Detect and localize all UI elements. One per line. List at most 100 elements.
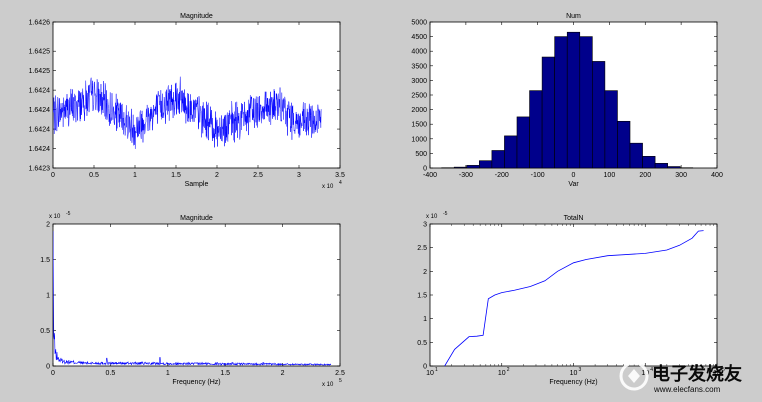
y-tick-label: 1.5: [40, 257, 50, 264]
x-tick-label: 100: [604, 172, 616, 179]
x-tick-label: 200: [639, 172, 651, 179]
y-tick-label: 5000: [411, 20, 427, 27]
x-tick-exponent: 1: [435, 367, 438, 373]
y-tick-label: 2000: [411, 107, 427, 114]
y-exponent-value: -5: [66, 211, 71, 217]
x-exponent-value: 4: [339, 180, 342, 186]
watermark: 电子发烧友 www.elecfans.com: [618, 356, 758, 396]
y-tick-label: 2500: [411, 93, 427, 100]
chart-title: Magnitude: [180, 13, 213, 20]
x-tick-label: 0: [51, 172, 55, 179]
histogram-bar: [516, 116, 530, 169]
y-tick-label: 1.6423: [29, 166, 51, 173]
watermark-text: 电子发烧友: [652, 363, 742, 384]
y-exponent-value: -5: [443, 211, 448, 217]
x-tick-label: 2.5: [253, 172, 263, 179]
x-tick-label: 1: [166, 370, 170, 377]
subplot-3: Magnitude Frequency (Hz) 0 0.5 1 1.5 2 2.5 0 0.5 1…: [40, 211, 345, 388]
y-tick-label: 1000: [411, 136, 427, 143]
x-tick-label: 1.5: [171, 172, 181, 179]
x-exponent-label: x 10: [322, 382, 334, 388]
histogram-bar: [504, 135, 518, 169]
x-tick-label: 400: [711, 172, 723, 179]
y-tick-label: 1.6426: [29, 20, 51, 27]
plot-area: [429, 223, 718, 367]
y-tick-label: 1500: [411, 122, 427, 129]
watermark-logo-icon: 电子发烧友 www.elecfans.com: [619, 361, 742, 394]
x-exponent-value: 5: [339, 378, 342, 384]
histogram-bar: [667, 166, 681, 169]
x-tick-label: 2: [215, 172, 219, 179]
x-tick-label: 0.5: [89, 172, 99, 179]
x-tick-label: -300: [459, 172, 473, 179]
histogram-bar: [479, 160, 493, 169]
chart-title: Num: [566, 13, 581, 20]
y-tick-label: 3000: [411, 78, 427, 85]
y-exponent-label: x 10: [426, 214, 438, 220]
x-axis-label: Frequency (Hz): [172, 379, 220, 386]
histogram-bar: [554, 36, 568, 169]
subplot-1: Magnitude Sample 0 0.5 1 1.5 2 2.5 3 3.5 1.6423 1.6…: [29, 13, 345, 190]
y-tick-label: 1.6424: [29, 107, 51, 114]
x-tick-label: -200: [495, 172, 509, 179]
x-tick-label: -400: [423, 172, 437, 179]
y-tick-label: 1.6424: [29, 88, 51, 95]
histogram-bar: [629, 142, 643, 169]
plot-area: [52, 223, 341, 367]
series-line: [53, 231, 332, 366]
y-tick-label: 2: [46, 222, 50, 229]
y-tick-label: 1.6425: [29, 49, 51, 56]
x-axis-label: Frequency (Hz): [549, 379, 597, 386]
y-tick-label: 3500: [411, 63, 427, 70]
y-tick-label: 1.6424: [29, 127, 51, 134]
histogram-bar: [566, 31, 581, 169]
x-tick-label: 2: [281, 370, 285, 377]
y-tick-label: 2.5: [417, 245, 427, 252]
watermark-subtext: www.elecfans.com: [653, 385, 721, 394]
histogram-bar: [466, 165, 480, 169]
histogram-bar: [654, 163, 668, 169]
histogram-bar: [617, 120, 631, 169]
x-tick-label: 1.5: [220, 370, 230, 377]
histogram-bar: [541, 56, 555, 169]
x-tick-exponent: 4: [650, 367, 653, 373]
y-tick-label: 0.5: [417, 340, 427, 347]
histogram-bar: [642, 156, 656, 169]
chart-title: TotalN: [564, 215, 584, 222]
x-tick-label: 3: [297, 172, 301, 179]
y-tick-label: 0: [423, 166, 427, 173]
plot-area: [52, 21, 341, 169]
series-line: [444, 230, 704, 366]
y-tick-label: 1.6424: [29, 146, 51, 153]
y-tick-label: 4000: [411, 49, 427, 56]
y-tick-label: 0.5: [40, 328, 50, 335]
histogram-bar: [579, 36, 593, 169]
y-tick-label: 1.5: [417, 293, 427, 300]
x-tick-label: 10: [713, 370, 721, 377]
y-tick-label: 1.6425: [29, 68, 51, 75]
y-tick-label: 2: [423, 269, 427, 276]
x-tick-label: 10: [426, 370, 434, 377]
y-tick-label: 1: [423, 316, 427, 323]
x-tick-label: 3.5: [335, 172, 345, 179]
y-exponent-label: x 10: [49, 214, 61, 220]
x-tick-exponent: 5: [722, 367, 725, 373]
y-tick-label: 3: [423, 222, 427, 229]
x-tick-label: 300: [675, 172, 687, 179]
histogram-bar: [592, 61, 606, 169]
x-tick-label: 0: [572, 172, 576, 179]
x-tick-label: -100: [531, 172, 545, 179]
x-tick-exponent: 2: [507, 367, 510, 373]
y-tick-label: 0: [46, 364, 50, 371]
x-tick-label: 10: [570, 370, 578, 377]
y-tick-label: 4500: [411, 34, 427, 41]
x-tick-label: 1: [133, 172, 137, 179]
x-axis-label: Var: [568, 181, 579, 188]
x-tick-label: 0.5: [106, 370, 116, 377]
histogram-bar: [604, 90, 618, 169]
series-line: [53, 76, 322, 149]
x-tick-label: 0: [51, 370, 55, 377]
